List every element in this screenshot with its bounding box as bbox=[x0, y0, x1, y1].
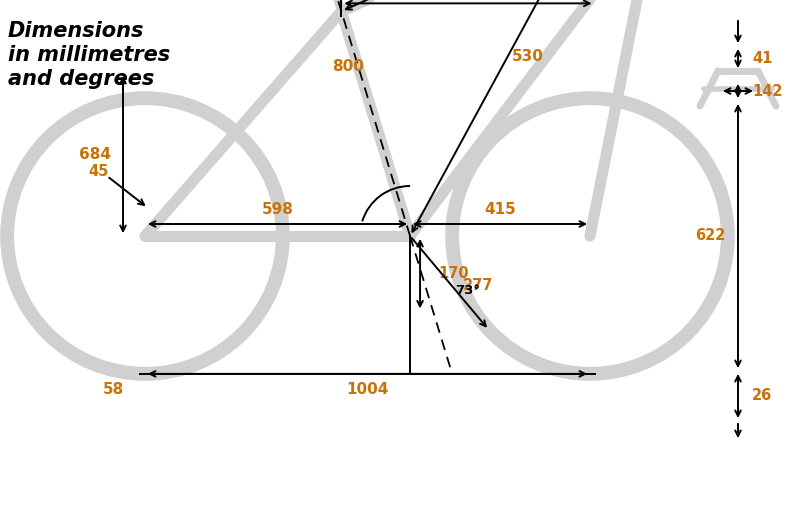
Text: in millimetres: in millimetres bbox=[8, 45, 170, 65]
Text: 598: 598 bbox=[262, 203, 294, 217]
Text: 684: 684 bbox=[79, 147, 111, 162]
Text: 41: 41 bbox=[752, 51, 772, 66]
Text: 45: 45 bbox=[89, 164, 109, 178]
Text: 1004: 1004 bbox=[346, 382, 389, 397]
Text: Dimensions: Dimensions bbox=[8, 21, 144, 41]
Text: 26: 26 bbox=[752, 389, 772, 403]
Text: 170: 170 bbox=[438, 266, 469, 281]
Text: 58: 58 bbox=[102, 382, 124, 397]
Text: 73°: 73° bbox=[455, 285, 480, 298]
Text: 142: 142 bbox=[752, 84, 782, 98]
Text: 277: 277 bbox=[463, 278, 494, 294]
Text: 800: 800 bbox=[332, 59, 364, 74]
Text: and degrees: and degrees bbox=[8, 69, 154, 89]
Text: 622: 622 bbox=[696, 228, 726, 244]
Text: 415: 415 bbox=[484, 203, 516, 217]
Text: 530: 530 bbox=[511, 49, 543, 64]
